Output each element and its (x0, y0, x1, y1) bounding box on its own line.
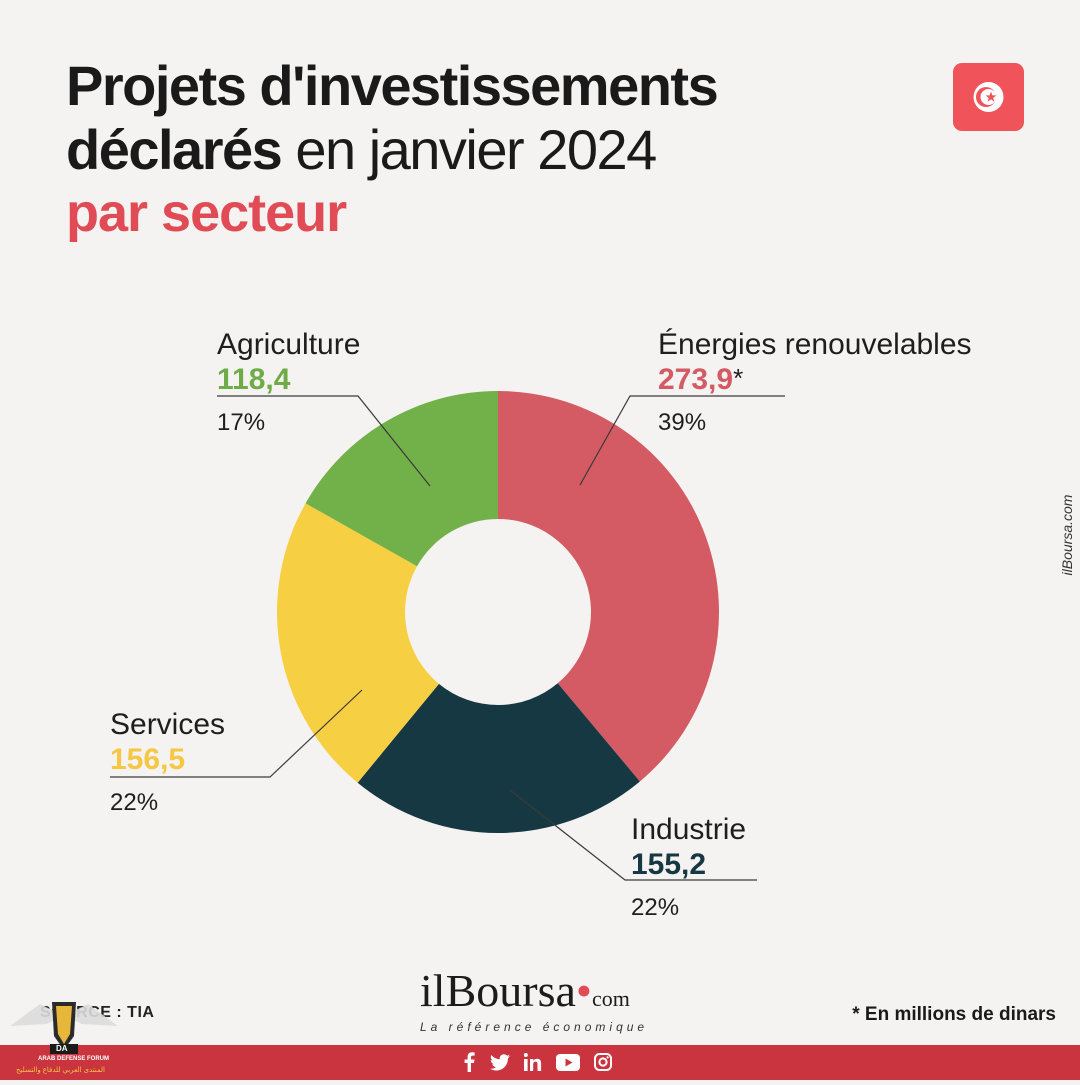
title-line-3: par secteur (66, 183, 347, 243)
brand-wordmark: ilBoursa•com (420, 968, 660, 1014)
label-energies-name: Énergies renouvelables (658, 328, 972, 361)
social-links (462, 1052, 612, 1072)
brand-logo[interactable]: ilBoursa•com La référence économique (420, 968, 660, 1035)
unit-footnote: * En millions de dinars (852, 1004, 1056, 1025)
label-industrie-name: Industrie (631, 813, 747, 846)
watermark-logo: DA ARAB DEFENSE FORUM المنتدى العربي للد… (8, 996, 120, 1080)
label-agriculture-name: Agriculture (217, 328, 361, 361)
slice-industrie (357, 683, 640, 833)
brand-il: il (420, 965, 446, 1016)
label-services-name: Services (110, 708, 226, 741)
label-industrie-value: 155,2 (631, 848, 707, 881)
chart-title: Projets d'investissements déclarés en ja… (66, 54, 719, 243)
title-line-1: Projets d'investissements (66, 54, 719, 117)
leader-line-services (110, 689, 363, 778)
brand-tagline: La référence économique (420, 1020, 649, 1034)
label-energies-percent: 39% (658, 409, 707, 436)
instagram-icon[interactable] (594, 1053, 612, 1071)
label-agriculture-value: 118,4 (217, 363, 291, 396)
label-agriculture-percent: 17% (217, 409, 266, 436)
brand-name: Boursa (445, 965, 576, 1016)
label-industrie: Industrie 155,2 22% (631, 815, 746, 920)
label-industrie-percent: 22% (631, 894, 680, 921)
watermark-eagle-icon (10, 1002, 118, 1054)
watermark-line-2: المنتدى العربي للدفاع والتسليح (16, 1067, 105, 1074)
slice-energies (498, 391, 720, 782)
label-agriculture: Agriculture 118,4 17% (217, 330, 360, 435)
watermark-badge: DA (56, 1044, 68, 1053)
watermark-line-1: ARAB DEFENSE FORUM (38, 1056, 110, 1062)
label-energies-value-text: 273,9 (658, 363, 734, 396)
title-line-2-regular: en janvier 2024 (295, 118, 657, 181)
facebook-icon[interactable] (462, 1052, 476, 1072)
label-services-value: 156,5 (110, 743, 186, 776)
title-line-2: déclarés en janvier 2024 (66, 122, 717, 178)
side-credit: ilBoursa.com (1052, 480, 1080, 590)
brand-dot: • (575, 965, 592, 1016)
label-services: Services 156,5 22% (110, 710, 225, 815)
label-services-percent: 22% (110, 789, 159, 816)
tunisia-flag-icon (953, 63, 1024, 131)
title-line-2-bold: déclarés (66, 118, 283, 181)
slice-agriculture (305, 391, 498, 567)
twitter-icon[interactable] (490, 1053, 510, 1071)
label-energies-value: 273,9* (658, 365, 972, 395)
slice-services (277, 503, 439, 783)
asterisk-mark: * (733, 363, 744, 393)
youtube-icon[interactable] (556, 1053, 580, 1071)
leader-line-industrie (509, 789, 757, 881)
leader-line-energies (579, 395, 785, 486)
label-energies: Énergies renouvelables 273,9* 39% (658, 330, 972, 435)
side-credit-text: ilBoursa.com (1059, 494, 1075, 576)
linkedin-icon[interactable] (524, 1053, 542, 1071)
brand-com: com (592, 986, 630, 1011)
leader-line-agriculture (217, 395, 431, 487)
